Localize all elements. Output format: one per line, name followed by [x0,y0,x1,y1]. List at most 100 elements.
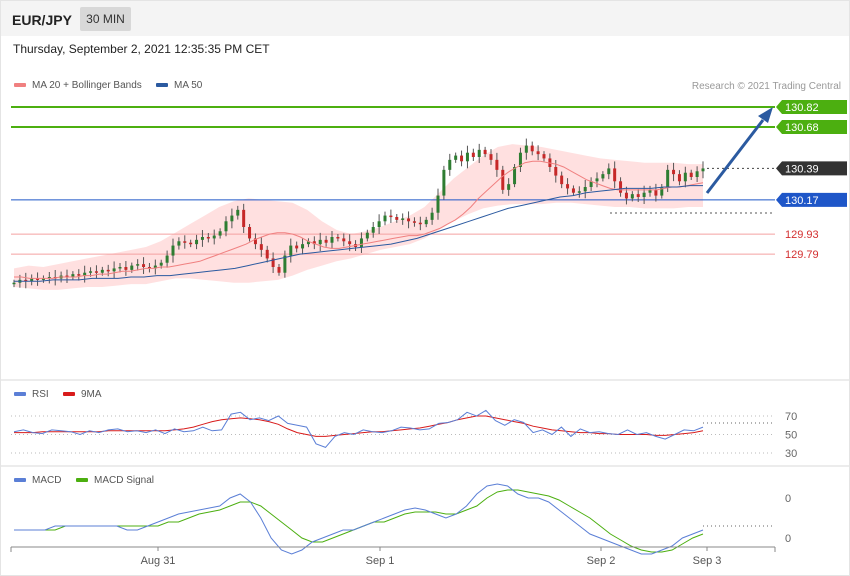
level-tag-current [776,161,847,176]
legend-label-ma20: MA 20 + Bollinger Bands [32,80,142,91]
candle-down [259,244,263,250]
candle-up [89,271,93,273]
candle-down [489,154,493,160]
candle-up [477,149,481,157]
candle-up [430,212,434,220]
legend-label-macd-signal: MACD Signal [94,475,155,486]
level-label: 129.93 [785,229,819,241]
candle-up [666,169,670,187]
candle-down [324,239,328,243]
candle-down [183,241,187,243]
candle-up [118,267,122,269]
candle-up [83,272,87,276]
candle-up [436,195,440,213]
candle-up [448,159,452,170]
candle-up [200,237,204,240]
level-label: 130.39 [785,163,819,175]
candle-up [283,255,287,273]
candle-up [195,239,199,245]
candle-down [624,192,628,199]
legend-ma50: MA 50 [156,80,202,91]
candle-down [147,267,151,269]
candle-up [47,277,51,279]
x-axis-label: Sep 1 [366,555,395,567]
candle-up [601,174,605,179]
candle-down [554,167,558,176]
candle-down [571,188,575,193]
candle-down [501,169,505,190]
bollinger-band [14,144,703,290]
candle-down [389,215,393,218]
candle-down [124,267,128,270]
candle-down [265,249,269,259]
candle-down [106,269,110,272]
candle-up [518,152,522,167]
candle-down [36,278,40,280]
legend-macd: MACD [14,475,61,486]
candle-up [513,167,517,185]
candle-up [365,232,369,239]
chart-datetime: Thursday, September 2, 2021 12:35:35 PM … [13,42,270,56]
candle-down [253,238,257,245]
candle-up [383,215,387,222]
timeframe-badge[interactable]: 30 MIN [80,7,131,31]
ma50-line [14,185,703,282]
legend-rsi-ma: 9MA [63,389,102,400]
candle-up [306,241,310,245]
x-axis-label: Sep 2 [587,555,616,567]
level-tag-pivot [776,192,847,207]
candle-down [672,169,676,175]
candle-down [77,274,81,276]
candle-up [230,215,234,222]
level-tag-resistance [776,120,847,134]
candle-down [412,221,416,223]
candle-up [607,168,611,175]
candle-down [654,189,658,196]
candle-up [442,169,446,196]
macd-line [14,483,704,555]
candle-down [295,245,299,249]
candle-down [206,237,210,239]
candle-up [371,227,375,233]
candle-up [318,239,322,245]
candle-up [683,172,687,182]
level-label: 130.82 [785,102,819,114]
candle-up [465,152,469,162]
candle-up [577,191,581,193]
candle-up [177,241,181,246]
candle-up [642,192,646,197]
x-axis-label: Aug 31 [141,555,176,567]
symbol-title: EUR/JPY [12,12,72,28]
level-label: 130.68 [785,122,819,134]
candle-up [218,231,222,236]
candle-up [165,255,169,263]
candle-up [30,278,34,282]
candle-up [301,244,305,249]
legend-swatch-rsi-ma [63,392,75,397]
candle-down [271,258,275,267]
macd-tick-label: 0 [785,493,791,505]
candle-up [507,184,511,190]
legend-ma20: MA 20 + Bollinger Bands [14,80,142,91]
candle-down [495,159,499,170]
candle-up [153,265,157,269]
candle-down [530,145,534,152]
candle-down [94,271,98,273]
legend-swatch-ma50 [156,83,168,88]
candle-up [595,178,599,182]
rsi-line [13,409,704,448]
candle-down [636,194,640,197]
rsi-tick-label: 50 [785,430,797,442]
candle-up [424,219,428,225]
rsi-tick-label: 70 [785,411,797,423]
candle-up [289,245,293,256]
candle-up [695,171,699,177]
candle-down [348,241,352,245]
candle-up [377,221,381,227]
macd-tick-label: 0 [785,533,791,545]
candle-down [619,181,623,193]
candle-up [112,268,116,272]
forecast-arrow [705,119,765,194]
legend-rsi: RSI [14,389,49,400]
legend-swatch-macd-signal [76,478,88,483]
